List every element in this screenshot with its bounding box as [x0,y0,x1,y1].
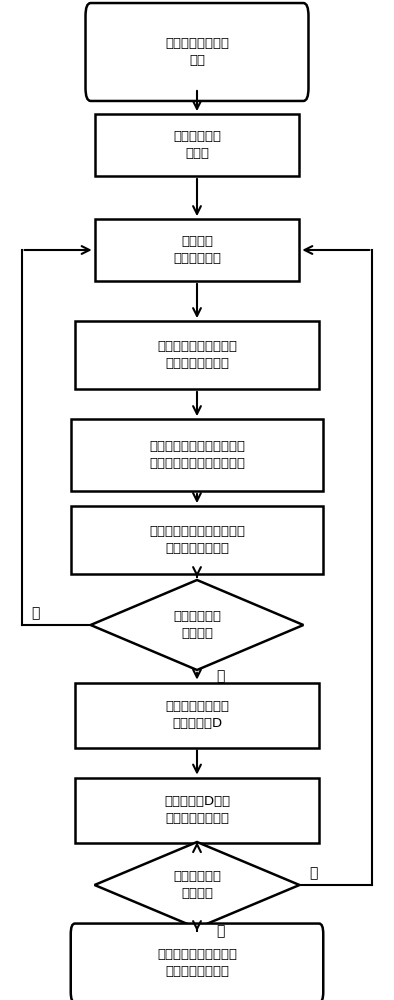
Bar [71,506,323,574]
Polygon shape [91,580,303,670]
Text: 收集当次环境下的
训练数据集D: 收集当次环境下的 训练数据集D [165,700,229,730]
Bar [95,114,299,176]
Text: 控制神经网络结合环境
信息输出控制参数: 控制神经网络结合环境 信息输出控制参数 [157,340,237,370]
Text: 是: 是 [216,669,225,683]
FancyBboxPatch shape [71,924,323,1000]
Bar [95,219,299,281]
Text: 仿真中机器人依据控制指令
完成对应运动操作: 仿真中机器人依据控制指令 完成对应运动操作 [149,525,245,555]
Text: 否: 否 [32,606,40,620]
Text: 模型预测控制器根据控制网
络输出，计算关节输出扭矩: 模型预测控制器根据控制网 络输出，计算关节输出扭矩 [149,440,245,470]
Text: 使用数据集D更新
分层控制网络参数: 使用数据集D更新 分层控制网络参数 [164,795,230,825]
Bar [75,682,319,747]
FancyBboxPatch shape [85,3,309,101]
Text: 判断环境训练
终止条件: 判断环境训练 终止条件 [173,610,221,640]
Text: 更新重建
复杂地形环境: 更新重建 复杂地形环境 [173,235,221,265]
Bar [75,321,319,389]
Text: 是: 是 [216,924,225,938]
Bar [71,419,323,491]
Text: 建立分层控制神经
网络: 建立分层控制神经 网络 [165,37,229,67]
Polygon shape [95,842,299,928]
Bar [75,778,319,842]
Text: 判断网络训练
终止条件: 判断网络训练 终止条件 [173,870,221,900]
Text: 将分层控制网络部署到
真实四足机器人上: 将分层控制网络部署到 真实四足机器人上 [157,948,237,978]
Text: 初始化网络训
练环境: 初始化网络训 练环境 [173,130,221,160]
Text: 否: 否 [309,866,318,880]
